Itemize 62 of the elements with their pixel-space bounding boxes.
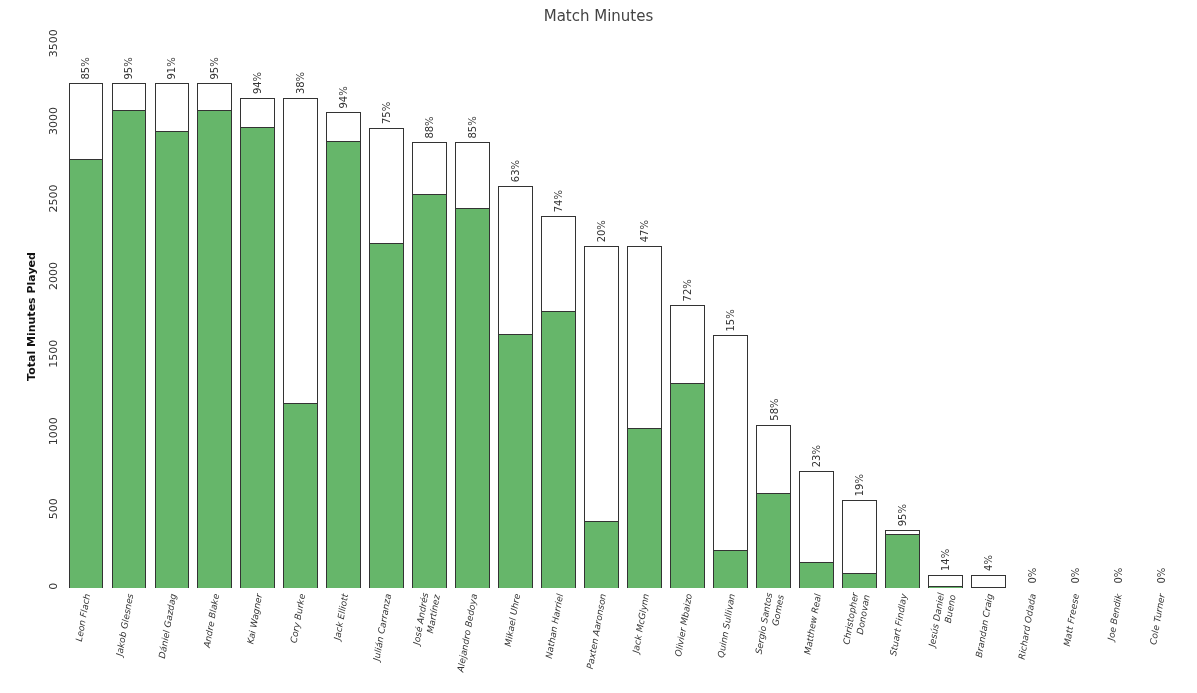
annotation: 95% — [122, 57, 134, 80]
x-tick-label: José Andrés Martínez — [410, 591, 442, 648]
y-tick-label: 2500 — [46, 184, 60, 213]
annotation: 95% — [208, 57, 220, 80]
annotation: 95% — [896, 504, 908, 527]
x-tick-label: Matt Freese — [1061, 592, 1082, 648]
y-tick-label: 500 — [46, 498, 60, 520]
y-axis-title: Total Minutes Played — [25, 252, 39, 381]
x-tick-label: Cory Burke — [288, 592, 308, 644]
x-tick-label: Quinn Sullivan — [715, 592, 738, 659]
annotation: 19% — [853, 474, 865, 497]
annotation: 14% — [940, 548, 952, 571]
x-tick-label: Richard Odada — [1016, 592, 1038, 661]
chart-title: Match Minutes — [543, 6, 654, 25]
annotation: 72% — [681, 279, 693, 302]
annotation: 85% — [80, 57, 91, 80]
annotation: 85% — [466, 116, 478, 139]
annotation: 63% — [510, 159, 522, 183]
annotation: 0% — [1069, 567, 1081, 584]
annotation: 38% — [295, 71, 307, 95]
y-tick-label: 2000 — [46, 262, 60, 291]
x-tick-label: Joe Bendik — [1105, 592, 1125, 644]
annotation: 94% — [337, 86, 349, 109]
x-tick-label: Olivier Mbaizo — [673, 592, 695, 658]
annotation: 0% — [1112, 567, 1124, 584]
annotation: 23% — [810, 445, 822, 468]
x-tick-label: Dániel Gazdag — [156, 592, 179, 660]
x-tick-label: Andre Blake — [201, 592, 222, 650]
x-tick-label: Jakob Glesnes — [114, 592, 136, 659]
annotation: 74% — [553, 190, 565, 213]
annotation: 91% — [165, 57, 177, 80]
x-tick-label: Jesús Daniel Bueno — [926, 591, 958, 650]
x-tick-label: Leon Flach — [73, 592, 93, 643]
annotation: 75% — [381, 101, 393, 125]
annotation: 88% — [423, 116, 435, 139]
x-tick-label: Nathan Harriel — [543, 592, 566, 660]
annotation: 20% — [595, 220, 607, 243]
x-tick-label: Matthew Real — [802, 592, 824, 656]
annotation: 58% — [768, 398, 780, 421]
x-tick-label: Jack Elliott — [331, 592, 351, 643]
x-tick-label: Sergio Santos Gomes — [753, 591, 786, 655]
x-tick-label: Julián Carranza — [371, 592, 394, 664]
annotation: 15% — [724, 309, 736, 332]
x-tick-label: Stuart Findlay — [888, 592, 910, 657]
y-tick-label: 1500 — [46, 339, 60, 368]
annotation: 47% — [638, 220, 650, 243]
x-tick-label: Paxten Aaronson — [584, 592, 609, 670]
x-tick-label: Jack McGlynn — [630, 592, 652, 656]
x-tick-label: Alejandro Bedoya — [455, 592, 480, 674]
x-tick-label: Christopher Donovan — [841, 590, 872, 646]
annotation: 0% — [1155, 567, 1167, 584]
x-tick-label: Cole Turner — [1148, 591, 1168, 646]
annotation: 0% — [1026, 567, 1038, 584]
annotation: 4% — [983, 555, 995, 571]
y-tick-label: 3000 — [46, 106, 60, 135]
x-tick-label: Kai Wagner — [245, 591, 265, 645]
x-tick-label: Brandan Craig — [973, 592, 995, 659]
y-tick-label: 1000 — [46, 417, 60, 446]
annotation: 94% — [252, 71, 264, 95]
x-tick-label: Mikael Uhre — [502, 592, 523, 648]
y-tick-label: 3500 — [46, 29, 60, 58]
y-tick-label: 0 — [46, 582, 60, 590]
